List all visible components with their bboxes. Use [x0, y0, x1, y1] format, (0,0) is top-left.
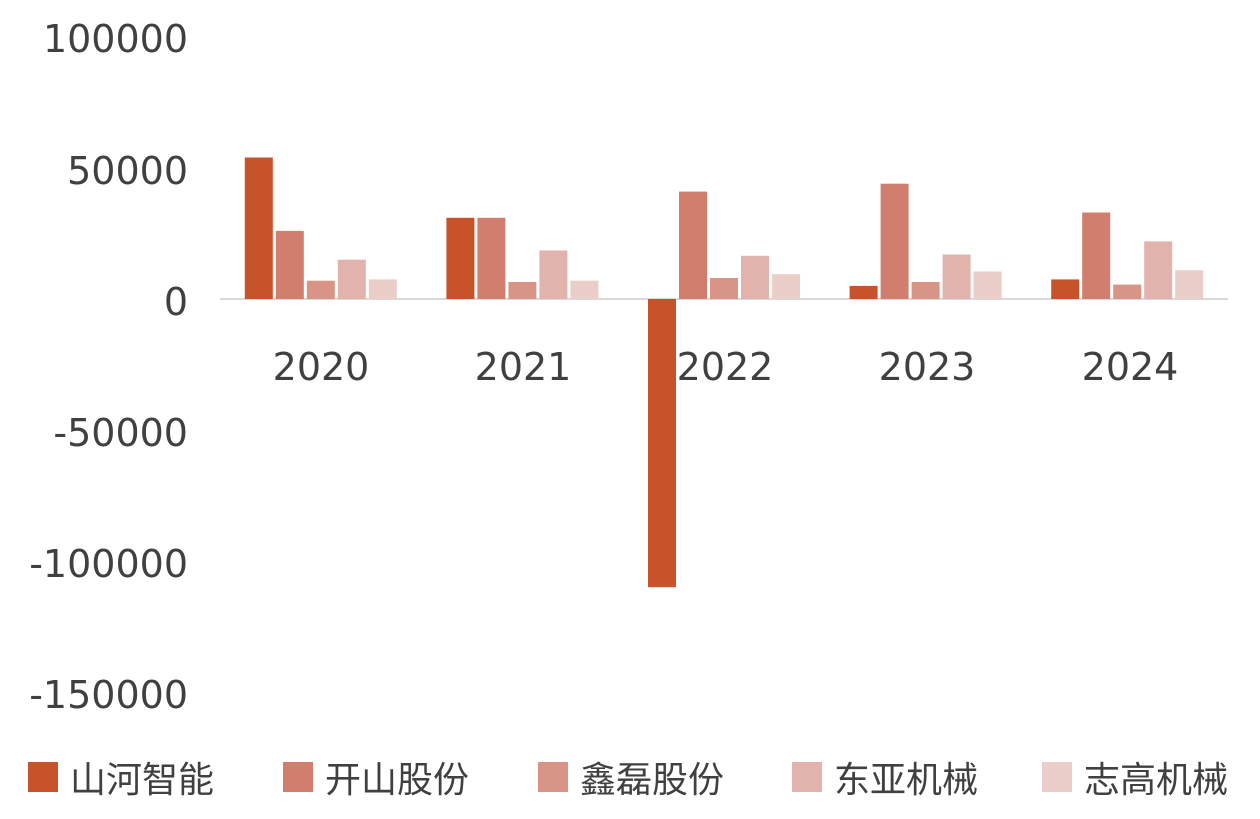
y-tick-label: -100000	[29, 542, 188, 586]
legend-label: 山河智能	[70, 760, 214, 801]
legend-label: 开山股份	[325, 760, 469, 801]
bar-2022-3	[710, 278, 738, 299]
y-axis: 100000 50000 0 -50000 -100000 -150000	[29, 17, 188, 717]
legend-label: 东亚机械	[834, 760, 978, 801]
bar-2024-4	[1144, 241, 1173, 299]
bar-2022-4	[741, 255, 769, 299]
bar-2021-4	[539, 250, 568, 299]
bar-2024-5	[1175, 270, 1204, 299]
y-tick-label: -150000	[29, 673, 188, 717]
bar-2022-2	[679, 191, 707, 299]
legend-swatch	[283, 762, 313, 792]
legend-swatch	[28, 762, 58, 792]
y-tick-label: 50000	[67, 149, 188, 193]
bar-2021-5	[570, 280, 599, 299]
bar-2021-3	[508, 282, 537, 299]
bar-2024-1	[1051, 279, 1080, 299]
bar-2020-2	[275, 230, 304, 299]
bar-2020-3	[306, 280, 335, 299]
legend-label: 鑫磊股份	[580, 760, 724, 801]
x-tick-label: 2020	[273, 345, 370, 389]
bar-2024-2	[1082, 212, 1111, 299]
x-tick-label: 2024	[1082, 345, 1179, 389]
legend-swatch	[538, 762, 568, 792]
bar-2023-1	[849, 285, 878, 299]
bar-2023-2	[880, 183, 909, 299]
bar-2023-5	[973, 271, 1002, 299]
x-axis: 2020 2021 2022 2023 2024	[273, 345, 1179, 389]
legend: 山河智能 开山股份 鑫磊股份 东亚机械 志高机械	[28, 760, 1228, 801]
bars-group	[244, 157, 1204, 588]
legend-swatch	[1042, 762, 1072, 792]
y-tick-label: -50000	[53, 411, 188, 455]
y-tick-label: 100000	[43, 17, 188, 61]
bar-2024-3	[1113, 284, 1142, 299]
x-tick-label: 2021	[475, 345, 572, 389]
bar-2020-1	[244, 157, 273, 299]
bar-2021-2	[477, 217, 506, 299]
bar-2020-4	[337, 259, 366, 299]
y-tick-label: 0	[164, 280, 188, 324]
bar-2022-1	[648, 299, 676, 588]
x-tick-label: 2022	[677, 345, 774, 389]
bar-2023-4	[942, 254, 971, 299]
bar-2021-1	[446, 217, 475, 299]
x-tick-label: 2023	[879, 345, 976, 389]
bar-2023-3	[911, 282, 940, 299]
legend-label: 志高机械	[1084, 760, 1228, 801]
legend-swatch	[792, 762, 822, 792]
bar-2020-5	[368, 279, 397, 299]
bar-2022-5	[772, 274, 800, 299]
